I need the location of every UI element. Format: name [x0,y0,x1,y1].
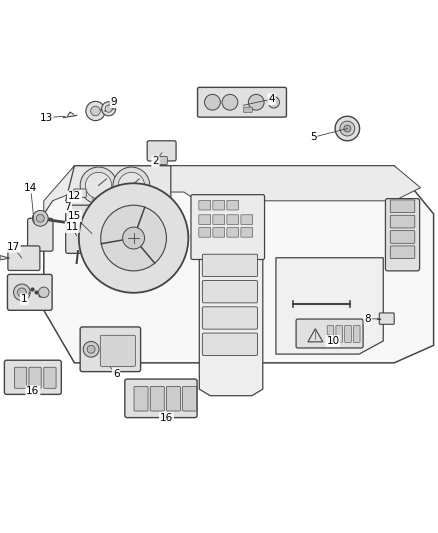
FancyBboxPatch shape [150,386,164,411]
Circle shape [344,125,351,132]
Circle shape [335,116,360,141]
Text: 5: 5 [310,132,317,142]
FancyBboxPatch shape [202,333,258,356]
Circle shape [105,106,112,112]
Circle shape [79,183,188,293]
FancyBboxPatch shape [390,246,415,259]
Text: 12: 12 [68,191,81,201]
FancyBboxPatch shape [202,307,258,329]
Circle shape [36,214,44,222]
Text: 4: 4 [268,94,275,104]
FancyBboxPatch shape [213,200,225,210]
FancyBboxPatch shape [134,386,148,411]
FancyBboxPatch shape [80,327,141,372]
Circle shape [87,345,95,353]
FancyBboxPatch shape [44,367,56,388]
FancyBboxPatch shape [227,215,239,224]
FancyBboxPatch shape [199,215,211,224]
FancyBboxPatch shape [147,141,176,161]
FancyBboxPatch shape [227,228,239,237]
Text: 15: 15 [68,211,81,221]
Polygon shape [44,166,420,214]
Text: 16: 16 [160,413,173,423]
Polygon shape [44,166,434,363]
Polygon shape [276,258,383,354]
Text: 11: 11 [66,222,79,232]
FancyBboxPatch shape [8,246,40,270]
FancyBboxPatch shape [198,87,286,117]
Text: 7: 7 [64,203,71,212]
Polygon shape [66,166,171,209]
Polygon shape [0,255,10,260]
Circle shape [39,287,49,297]
FancyBboxPatch shape [353,326,360,342]
Circle shape [80,167,117,204]
FancyBboxPatch shape [183,386,197,411]
Text: 1: 1 [21,294,28,304]
Text: 16: 16 [26,386,39,397]
Circle shape [268,96,279,108]
FancyBboxPatch shape [14,367,27,388]
Circle shape [102,102,116,116]
FancyBboxPatch shape [191,195,265,260]
Circle shape [85,172,112,199]
FancyBboxPatch shape [199,228,211,237]
FancyBboxPatch shape [244,107,252,112]
Circle shape [118,172,145,199]
Text: 10: 10 [326,336,339,346]
FancyBboxPatch shape [100,335,135,366]
FancyBboxPatch shape [336,326,343,342]
Circle shape [340,121,355,136]
FancyBboxPatch shape [125,379,197,418]
FancyBboxPatch shape [390,231,415,243]
Circle shape [91,106,100,116]
Circle shape [248,94,264,110]
Text: 17: 17 [7,242,20,252]
FancyBboxPatch shape [241,215,253,224]
FancyBboxPatch shape [390,200,415,213]
Text: 14: 14 [24,183,37,192]
FancyBboxPatch shape [379,313,394,324]
FancyBboxPatch shape [390,215,415,228]
Text: 6: 6 [113,369,120,379]
Polygon shape [199,258,263,395]
Circle shape [101,205,166,271]
FancyBboxPatch shape [227,200,239,210]
Circle shape [14,284,30,301]
FancyBboxPatch shape [202,254,258,277]
FancyBboxPatch shape [166,386,180,411]
FancyBboxPatch shape [202,280,258,303]
Circle shape [83,342,99,357]
Text: 9: 9 [110,97,117,107]
FancyBboxPatch shape [7,274,52,310]
FancyBboxPatch shape [29,367,41,388]
Circle shape [32,211,48,226]
Circle shape [205,94,220,110]
FancyBboxPatch shape [93,194,139,206]
Text: 8: 8 [364,314,371,324]
FancyBboxPatch shape [213,228,225,237]
FancyBboxPatch shape [155,157,167,165]
FancyBboxPatch shape [213,215,225,224]
FancyBboxPatch shape [345,326,351,342]
Circle shape [18,288,26,297]
FancyBboxPatch shape [327,326,334,342]
Circle shape [222,94,238,110]
Text: 13: 13 [39,112,53,123]
FancyBboxPatch shape [28,219,53,251]
Circle shape [86,101,105,120]
Circle shape [113,167,150,204]
FancyBboxPatch shape [385,199,420,271]
FancyBboxPatch shape [4,360,61,394]
Circle shape [123,227,145,249]
FancyBboxPatch shape [296,319,363,348]
FancyBboxPatch shape [66,205,94,253]
Text: 2: 2 [152,156,159,166]
Polygon shape [105,201,166,245]
FancyBboxPatch shape [199,200,211,210]
FancyBboxPatch shape [241,228,253,237]
FancyBboxPatch shape [74,189,86,197]
